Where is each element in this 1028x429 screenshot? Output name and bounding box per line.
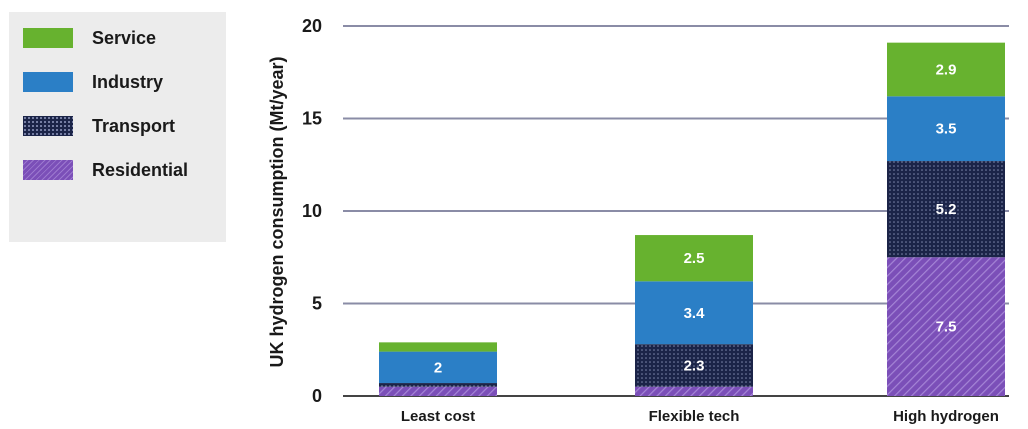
y-tick-label: 15 xyxy=(302,109,322,129)
bar-segment-transport xyxy=(379,383,497,387)
data-label-industry: 3.4 xyxy=(684,305,706,322)
y-tick-label: 20 xyxy=(302,16,322,36)
bar-segment-residential xyxy=(887,257,1005,396)
data-label-transport: 5.2 xyxy=(936,201,957,218)
y-axis-label: UK hydrogen consumption (Mt/year) xyxy=(267,56,287,367)
data-label-residential: 7.5 xyxy=(936,319,957,336)
legend-label-service: Service xyxy=(92,28,157,48)
legend-swatch-service xyxy=(23,28,73,48)
y-tick-label: 5 xyxy=(312,294,322,314)
x-tick-label: Least cost xyxy=(401,408,475,425)
bars xyxy=(379,42,1005,396)
legend-label-transport: Transport xyxy=(92,116,176,136)
chart-text: UK hydrogen consumption (Mt/year) 0 5 10 15… xyxy=(267,16,999,425)
bar-segment-service xyxy=(635,235,753,282)
bar-segment-service xyxy=(887,42,1005,97)
bar-segment-industry xyxy=(635,281,753,345)
data-label-industry: 3.5 xyxy=(936,121,957,138)
legend: Service Industry Transport Residential xyxy=(9,12,226,242)
data-label-transport: 2.3 xyxy=(684,357,705,374)
bar-segment-residential xyxy=(635,386,753,396)
x-tick-label: Flexible tech xyxy=(649,408,740,425)
data-label-service: 2.5 xyxy=(684,250,705,267)
data-label-service: 2.9 xyxy=(936,61,957,78)
bar-segment-service xyxy=(379,342,497,352)
data-label-industry: 2 xyxy=(434,359,442,376)
legend-swatch-residential xyxy=(23,160,73,180)
legend-swatch-industry xyxy=(23,72,73,92)
legend-label-residential: Residential xyxy=(92,160,189,180)
bar-segment-industry xyxy=(887,96,1005,162)
bar-segment-transport xyxy=(635,344,753,387)
legend-swatch-transport xyxy=(23,116,73,136)
y-tick-label: 10 xyxy=(302,201,322,221)
bar-segment-residential xyxy=(379,386,497,396)
x-tick-label: High hydrogen xyxy=(893,408,999,425)
bar-segment-industry xyxy=(379,351,497,384)
y-tick-label: 0 xyxy=(312,386,322,406)
bar-segment-transport xyxy=(887,161,1005,258)
legend-label-industry: Industry xyxy=(92,72,164,92)
